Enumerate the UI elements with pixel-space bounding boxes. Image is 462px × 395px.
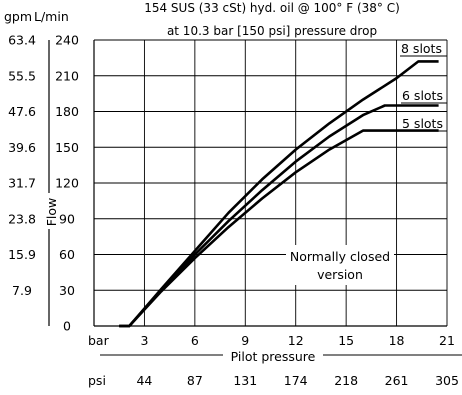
series-group (119, 60, 439, 328)
y-tick-lpm-150: 150 (55, 140, 79, 155)
x-tick-psi-174: 174 (284, 373, 308, 388)
axes (48, 40, 447, 327)
x-unit-bar: bar (88, 333, 110, 348)
series-label-6-slots: 6 slots (402, 88, 443, 103)
unit-lpm: L/min (34, 9, 69, 24)
y-tick-lpm-30: 30 (59, 283, 75, 298)
y-tick-lpm-210: 210 (55, 68, 79, 83)
unit-gpm: gpm (4, 9, 32, 24)
x-unit-psi: psi (88, 373, 106, 388)
y-axis-label-bg (43, 193, 59, 229)
y-tick-lpm-60: 60 (59, 247, 75, 262)
x-tick-bar-21: 21 (439, 333, 455, 348)
x-tick-bar-3: 3 (140, 333, 148, 348)
y-tick-gpm-39.6: 39.6 (8, 140, 36, 155)
x-tick-bar-15: 15 (338, 333, 354, 348)
tick-labels: 0 30 60 90 120 150 180 210 240 7.9 15.9 23.8 31.7 39.… (8, 33, 459, 389)
x-tick-psi-87: 87 (187, 373, 203, 388)
y-axis-label: Flow (44, 198, 59, 227)
y-tick-gpm-7.9: 7.9 (12, 283, 32, 298)
chart-title-line-2: at 10.3 bar [150 psi] pressure drop (167, 24, 377, 38)
series-line-5-slots (119, 129, 439, 328)
x-tick-bar-12: 12 (288, 333, 304, 348)
x-tick-psi-131: 131 (233, 373, 257, 388)
chart-title-line-1: 154 SUS (33 cSt) hyd. oil @ 100° F (38° … (144, 1, 400, 15)
y-tick-gpm-31.7: 31.7 (8, 176, 36, 191)
series-line-6-slots (119, 104, 439, 328)
y-tick-gpm-23.8: 23.8 (8, 211, 36, 226)
x-tick-bar-9: 9 (241, 333, 249, 348)
x-tick-bar-18: 18 (389, 333, 405, 348)
series-label-5-slots: 5 slots (402, 116, 443, 131)
y-tick-lpm-90: 90 (59, 211, 75, 226)
annotation-line-1: Normally closed (290, 249, 390, 264)
y-tick-lpm-0: 0 (63, 319, 71, 334)
x-axis-label-bg (223, 347, 323, 363)
x-tick-psi-218: 218 (334, 373, 358, 388)
y-tick-lpm-240: 240 (55, 33, 79, 48)
x-tick-psi-305: 305 (435, 373, 459, 388)
y-tick-lpm-120: 120 (55, 176, 79, 191)
annotation-line-2: version (317, 267, 363, 282)
x-tick-psi-44: 44 (136, 373, 152, 388)
y-tick-gpm-15.9: 15.9 (8, 247, 36, 262)
series-label-8-slots: 8 slots (401, 41, 442, 56)
y-tick-lpm-180: 180 (55, 104, 79, 119)
annotation-bg (286, 245, 394, 285)
y-tick-gpm-63.4: 63.4 (8, 33, 36, 48)
x-tick-bar-6: 6 (191, 333, 199, 348)
y-tick-gpm-55.5: 55.5 (8, 68, 36, 83)
y-tick-gpm-47.6: 47.6 (8, 104, 36, 119)
x-axis-label: Pilot pressure (231, 349, 316, 364)
x-tick-psi-261: 261 (385, 373, 409, 388)
